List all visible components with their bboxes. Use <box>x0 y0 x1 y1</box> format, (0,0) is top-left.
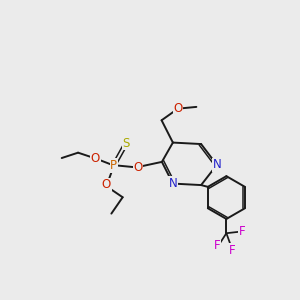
Text: O: O <box>173 102 183 115</box>
Text: F: F <box>228 244 235 257</box>
Text: F: F <box>238 225 245 238</box>
Text: N: N <box>212 158 221 171</box>
Text: F: F <box>214 239 221 252</box>
Text: N: N <box>169 177 177 190</box>
Text: O: O <box>102 178 111 191</box>
Text: S: S <box>122 137 130 150</box>
Text: O: O <box>91 152 100 164</box>
Text: P: P <box>110 159 117 172</box>
Text: O: O <box>134 161 143 174</box>
